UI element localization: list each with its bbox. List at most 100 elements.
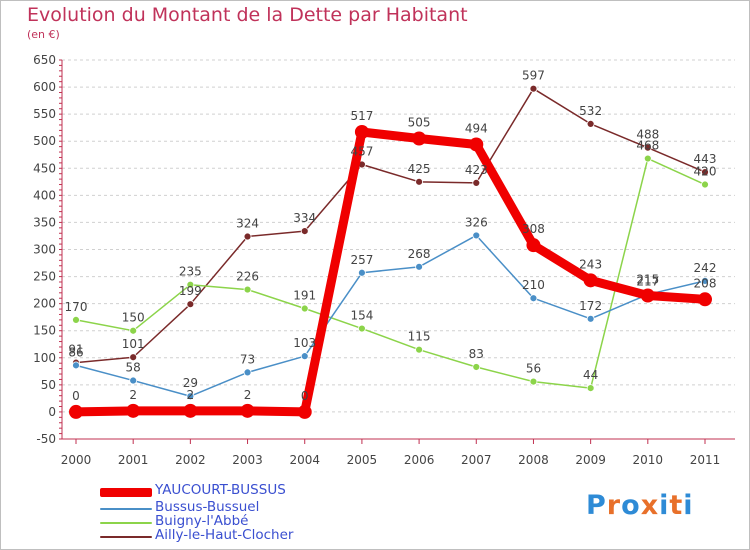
data-label: 83 (469, 347, 484, 361)
data-label: 425 (408, 162, 431, 176)
data-label: 268 (408, 247, 431, 261)
y-tick-label: 550 (33, 107, 56, 121)
data-point (300, 304, 309, 313)
legend-label: Bussus-Bussuel (155, 499, 260, 515)
data-point (183, 403, 198, 418)
chart-title: Evolution du Montant de la Dette par Hab… (27, 4, 468, 26)
data-point (243, 232, 252, 241)
legend-label: YAUCOURT-BUSSUS (155, 482, 286, 498)
data-point (243, 285, 252, 294)
y-tick-label: 200 (33, 297, 56, 311)
data-point (698, 292, 712, 307)
data-label: 2 (129, 388, 137, 402)
data-label: 334 (293, 211, 316, 225)
data-point (300, 352, 309, 361)
data-point (126, 403, 141, 418)
series-line (75, 234, 706, 397)
y-tick-label: 600 (33, 80, 56, 94)
data-point (586, 384, 595, 393)
data-label: 101 (122, 337, 145, 351)
data-point (640, 288, 655, 303)
data-point (240, 403, 255, 418)
series-line (75, 87, 706, 364)
data-label: 235 (179, 265, 202, 279)
chart-subtitle: (en €) (27, 28, 60, 41)
data-point (412, 131, 427, 146)
data-label: 2 (244, 388, 252, 402)
legend-swatch (100, 508, 152, 510)
data-label: 154 (350, 309, 373, 323)
data-label: 86 (68, 345, 83, 359)
y-tick-label: 450 (33, 161, 56, 175)
data-label: 420 (694, 165, 717, 179)
y-tick-label: 400 (33, 188, 56, 202)
data-point (300, 227, 309, 235)
data-label: 532 (579, 104, 602, 118)
data-label: 243 (579, 257, 602, 271)
data-label: 488 (636, 128, 659, 142)
data-point (526, 238, 541, 253)
y-tick-label: 500 (33, 134, 56, 148)
y-tick-label: 300 (33, 243, 56, 257)
x-tick-label: 2001 (118, 453, 149, 467)
legend-swatch (100, 522, 152, 524)
data-label: 103 (293, 336, 316, 350)
series-1 (72, 231, 709, 401)
data-label: 191 (293, 289, 316, 303)
data-label: 326 (465, 215, 488, 229)
y-tick-label: 150 (33, 324, 56, 338)
data-point (358, 324, 366, 333)
x-tick-label: 2003 (232, 453, 263, 467)
x-tick-label: 2007 (461, 453, 492, 467)
data-label: 308 (522, 222, 545, 236)
data-label: 73 (240, 352, 255, 366)
data-label: 58 (126, 361, 141, 375)
data-label: 423 (465, 163, 488, 177)
data-label: 150 (122, 311, 145, 325)
data-label: 324 (236, 217, 259, 231)
data-point (72, 361, 80, 370)
data-label: 517 (350, 109, 373, 123)
data-label: 457 (350, 144, 373, 158)
data-point (469, 137, 484, 152)
data-label: 208 (694, 276, 717, 290)
legend-swatch (100, 488, 152, 497)
data-point (586, 119, 595, 128)
data-label: 2 (187, 388, 195, 402)
data-label: 172 (579, 299, 602, 313)
data-label: 44 (583, 368, 598, 382)
data-point (415, 262, 423, 271)
data-label: 505 (408, 116, 431, 130)
data-label: 215 (636, 273, 659, 287)
data-point (472, 363, 481, 371)
data-label: 56 (526, 362, 541, 376)
y-tick-label: 100 (33, 351, 56, 365)
data-point (415, 177, 423, 186)
y-tick-label: 50 (41, 378, 56, 392)
data-point (415, 345, 423, 354)
data-label: 0 (301, 389, 309, 403)
data-point (586, 314, 595, 323)
data-point (72, 315, 80, 324)
series-3 (72, 84, 709, 367)
legend-label: Buigny-l'Abbé (155, 513, 249, 529)
data-label: 494 (465, 121, 488, 135)
data-label: 210 (522, 278, 545, 292)
x-tick-label: 2006 (404, 453, 435, 467)
y-tick-label: 250 (33, 270, 56, 284)
x-tick-label: 2002 (175, 453, 206, 467)
data-label: 29 (183, 376, 198, 390)
data-label: 443 (694, 152, 717, 166)
data-label: 170 (65, 300, 88, 314)
data-point (529, 377, 538, 386)
data-label: 199 (179, 284, 202, 298)
legend-label: Ailly-le-Haut-Clocher (155, 527, 294, 543)
data-point (529, 294, 538, 303)
series-0 (69, 125, 712, 419)
data-point (643, 154, 652, 163)
x-tick-label: 2011 (690, 453, 721, 467)
data-label: 597 (522, 69, 545, 83)
data-label: 0 (72, 389, 80, 403)
series-line (71, 127, 710, 417)
